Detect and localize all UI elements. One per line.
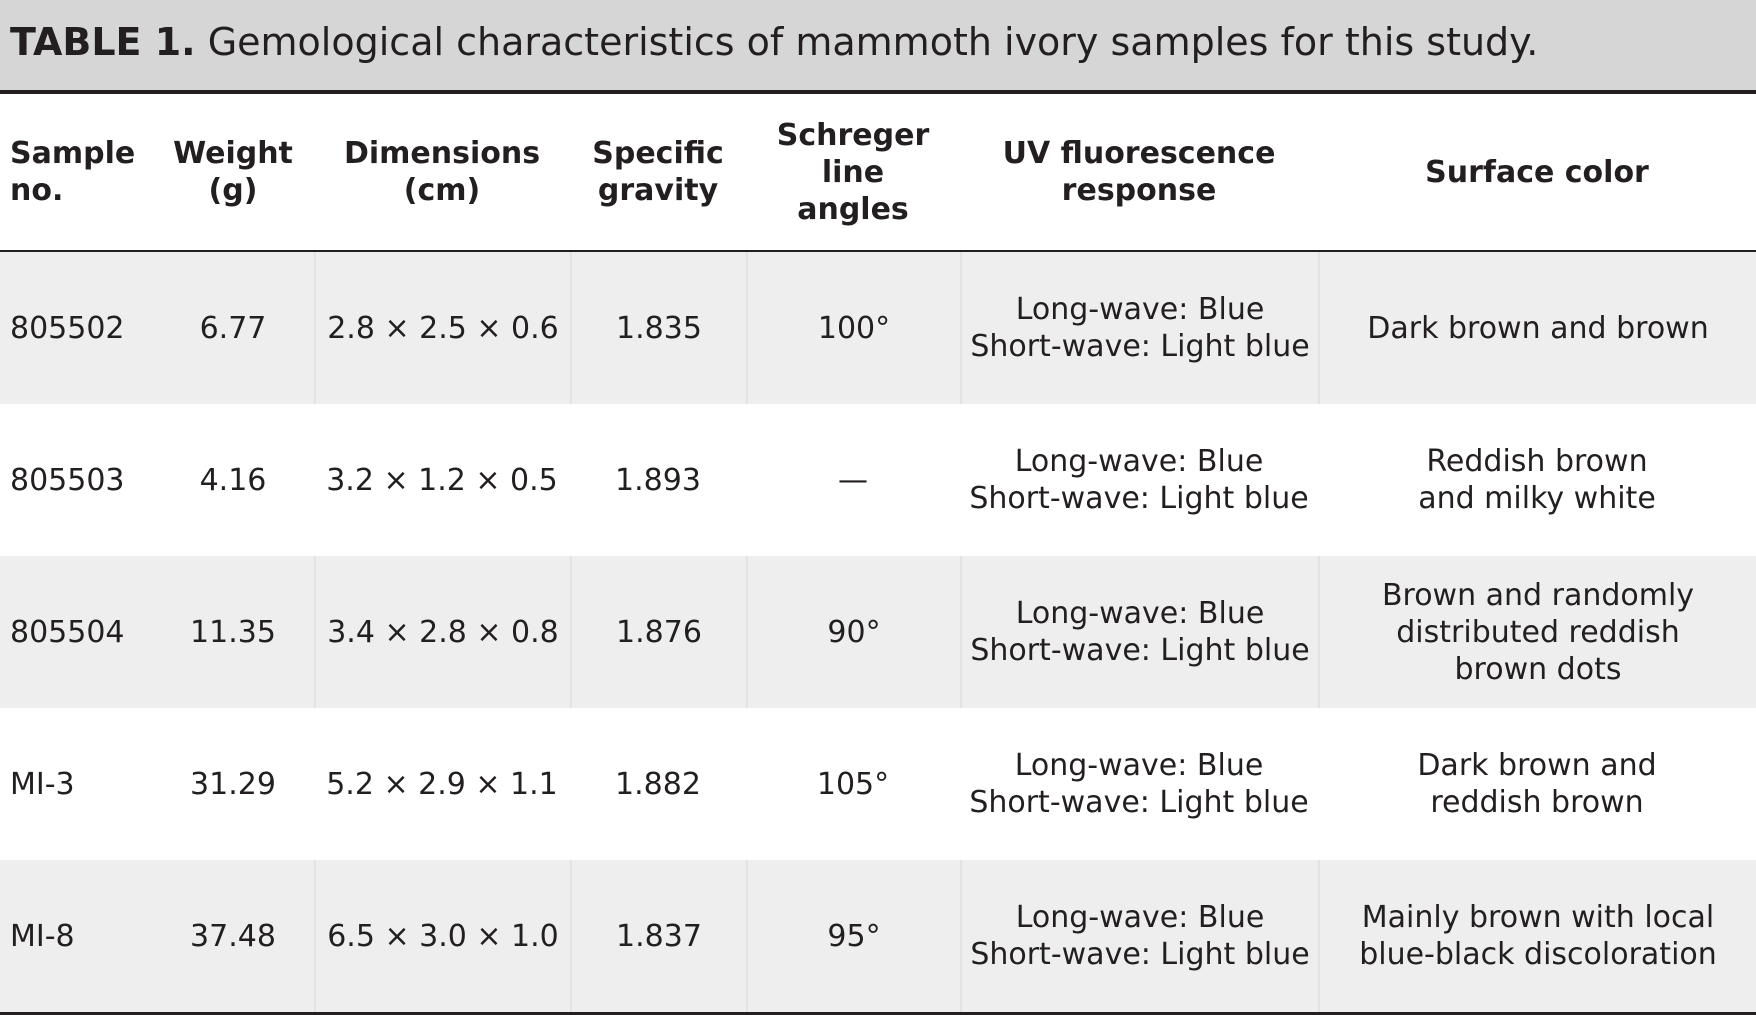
cell-sample-no: 805502 <box>10 310 125 346</box>
cell-uv-fluorescence: Long-wave: Blue Short-wave: Light blue <box>960 556 1318 708</box>
table-row: 805503 4.16 3.2 × 1.2 × 0.5 1.893 — Long… <box>0 404 1756 556</box>
header-schreger-line-angles: Schreger line angles <box>776 117 930 227</box>
cell-surface-color: Dark brown and reddish brown <box>1417 748 1657 820</box>
cell-weight: 37.48 <box>190 918 276 954</box>
cell-weight: 6.77 <box>199 310 267 346</box>
table-caption-bar: TABLE 1. Gemological characteristics of … <box>0 0 1756 94</box>
cell-sample-no: 805503 <box>10 462 125 498</box>
table-caption-text: Gemological characteristics of mammoth i… <box>207 20 1539 64</box>
cell-weight: 4.16 <box>199 462 267 498</box>
table-header-row: Sample no. Weight (g) Dimensions (cm) Speci… <box>0 94 1756 252</box>
cell-uv-fluorescence: Long-wave: Blue Short-wave: Light blue <box>969 444 1309 516</box>
cell-specific-gravity: 1.882 <box>615 766 701 802</box>
cell-surface-color: Reddish brown and milky white <box>1418 444 1656 516</box>
cell-dimensions: 3.4 × 2.8 × 0.8 <box>314 556 570 708</box>
cell-dimensions: 3.2 × 1.2 × 0.5 <box>326 462 558 498</box>
table-row: 805504 11.35 3.4 × 2.8 × 0.8 1.876 90° L… <box>0 556 1756 708</box>
table-row: MI-3 31.29 5.2 × 2.9 × 1.1 1.882 105° Lo… <box>0 708 1756 860</box>
cell-uv-fluorescence: Long-wave: Blue Short-wave: Light blue <box>969 748 1309 820</box>
cell-specific-gravity: 1.893 <box>615 462 701 498</box>
table-bottom-rule <box>0 1012 1756 1015</box>
table-caption: TABLE 1. Gemological characteristics of … <box>10 18 1538 66</box>
header-uv-fluorescence: UV fluorescence response <box>1002 136 1276 208</box>
cell-sample-no: MI-8 <box>10 918 75 954</box>
cell-specific-gravity: 1.835 <box>570 252 746 404</box>
cell-weight: 31.29 <box>190 766 276 802</box>
header-sample-no: Sample no. <box>10 136 136 208</box>
header-surface-color: Surface color <box>1425 154 1649 190</box>
cell-surface-color: Brown and randomly distributed reddish bro… <box>1318 556 1756 708</box>
header-specific-gravity: Specific gravity <box>592 136 724 208</box>
cell-uv-fluorescence: Long-wave: Blue Short-wave: Light blue <box>960 860 1318 1012</box>
cell-schreger-angle: 95° <box>746 860 960 1012</box>
cell-schreger-angle: — <box>838 462 868 498</box>
header-weight: Weight (g) <box>173 136 293 208</box>
header-dimensions: Dimensions (cm) <box>343 136 541 208</box>
cell-surface-color: Mainly brown with local blue-black discol… <box>1318 860 1756 1012</box>
cell-specific-gravity: 1.837 <box>570 860 746 1012</box>
cell-uv-fluorescence: Long-wave: Blue Short-wave: Light blue <box>960 252 1318 404</box>
cell-dimensions: 5.2 × 2.9 × 1.1 <box>326 766 558 802</box>
cell-sample-no: 805504 <box>10 614 125 650</box>
cell-weight: 11.35 <box>190 614 276 650</box>
cell-specific-gravity: 1.876 <box>570 556 746 708</box>
cell-schreger-angle: 90° <box>746 556 960 708</box>
table-caption-label: TABLE 1. <box>10 20 196 64</box>
cell-sample-no: MI-3 <box>10 766 75 802</box>
cell-dimensions: 6.5 × 3.0 × 1.0 <box>314 860 570 1012</box>
cell-schreger-angle: 100° <box>746 252 960 404</box>
cell-surface-color: Dark brown and brown <box>1318 252 1756 404</box>
cell-dimensions: 2.8 × 2.5 × 0.6 <box>314 252 570 404</box>
table-row: 805502 6.77 2.8 × 2.5 × 0.6 1.835 100° L… <box>0 252 1756 404</box>
table-row: MI-8 37.48 6.5 × 3.0 × 1.0 1.837 95° Lon… <box>0 860 1756 1012</box>
cell-schreger-angle: 105° <box>816 766 890 802</box>
